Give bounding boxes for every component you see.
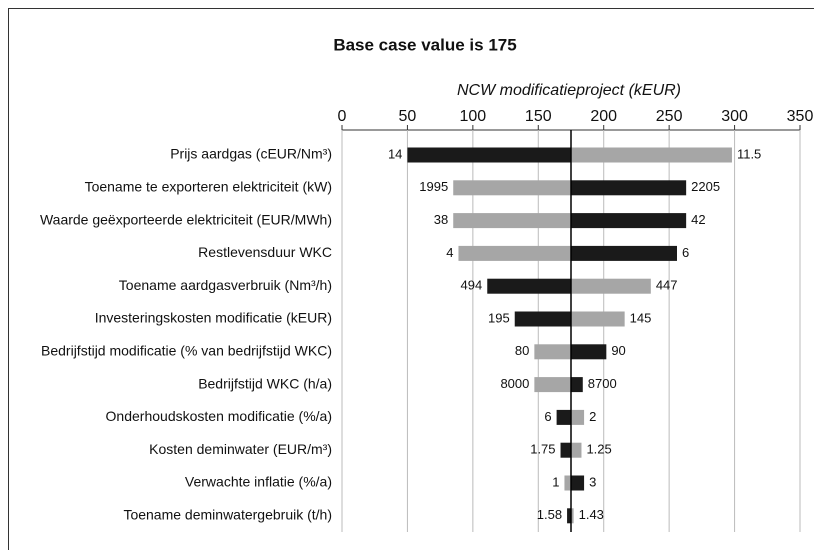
category-label: Restlevensduur WKC [198, 244, 332, 260]
category-label: Verwachte inflatie (%/a) [185, 474, 332, 490]
category-label: Kosten deminwater (EUR/m³) [149, 441, 332, 457]
high-label: 42 [691, 212, 705, 227]
high-label: 8700 [588, 376, 617, 391]
bar-low [487, 278, 571, 294]
high-label: 145 [630, 310, 652, 325]
low-label: 14 [388, 146, 402, 161]
low-label: 8000 [500, 376, 529, 391]
category-label: Investeringskosten modificatie (kEUR) [95, 310, 332, 326]
axis-title: NCW modificatieproject (kEUR) [457, 82, 681, 99]
high-label: 3 [589, 474, 596, 489]
category-label: Bedrijfstijd modificatie (% van bedrijfs… [41, 343, 332, 359]
x-tick-label: 50 [399, 108, 417, 125]
category-label: Prijs aardgas (cEUR/Nm³) [170, 146, 332, 162]
low-label: 80 [515, 343, 529, 358]
bar-high [571, 377, 583, 393]
frame [8, 8, 814, 550]
bar-low [453, 180, 571, 196]
bar-low [458, 245, 571, 261]
low-label: 494 [461, 278, 483, 293]
low-label: 6 [544, 409, 551, 424]
bar-low [567, 508, 571, 524]
category-label: Waarde geëxporteerde elektriciteit (EUR/… [40, 211, 332, 227]
category-label: Toename deminwatergebruik (t/h) [123, 507, 332, 523]
category-label: Bedrijfstijd WKC (h/a) [198, 375, 332, 391]
low-label: 1 [552, 474, 559, 489]
x-tick-label: 0 [338, 108, 347, 125]
high-label: 2205 [691, 179, 720, 194]
bar-low [407, 147, 571, 163]
bar-high [571, 213, 687, 229]
high-label: 11.5 [737, 146, 761, 161]
low-label: 1995 [419, 179, 448, 194]
bar-high [571, 180, 687, 196]
high-label: 2 [589, 409, 596, 424]
high-label: 90 [611, 343, 625, 358]
low-label: 1.75 [530, 442, 555, 457]
bar-low [514, 311, 571, 327]
high-label: 6 [682, 245, 689, 260]
low-label: 195 [488, 310, 510, 325]
x-tick-label: 300 [721, 108, 748, 125]
x-tick-label: 150 [525, 108, 552, 125]
low-label: 38 [434, 212, 448, 227]
high-label: 1.25 [586, 442, 611, 457]
bar-high [571, 475, 585, 491]
low-label: 1.58 [537, 507, 562, 522]
bar-high [571, 147, 732, 163]
bar-high [571, 442, 582, 458]
x-tick-label: 200 [590, 108, 617, 125]
category-label: Toename aardgasverbruik (Nm³/h) [119, 277, 332, 293]
x-tick-label: 350 [787, 108, 814, 125]
bar-high [571, 278, 651, 294]
category-label: Onderhoudskosten modificatie (%/a) [106, 408, 332, 424]
category-label: Toename te exporteren elektriciteit (kW) [85, 179, 332, 195]
bar-high [571, 508, 574, 524]
bar-low [560, 442, 571, 458]
x-tick-label: 100 [460, 108, 487, 125]
bar-high [571, 344, 607, 360]
bar-low [534, 344, 571, 360]
bar-high [571, 409, 585, 425]
bar-high [571, 311, 625, 327]
bar-low [453, 213, 571, 229]
high-label: 1.43 [579, 507, 604, 522]
bar-high [571, 245, 677, 261]
bar-low [564, 475, 571, 491]
chart-title: Base case value is 175 [333, 35, 516, 54]
bar-low [556, 409, 571, 425]
high-label: 447 [656, 278, 678, 293]
bar-low [534, 377, 571, 393]
x-tick-label: 250 [656, 108, 683, 125]
low-label: 4 [446, 245, 453, 260]
